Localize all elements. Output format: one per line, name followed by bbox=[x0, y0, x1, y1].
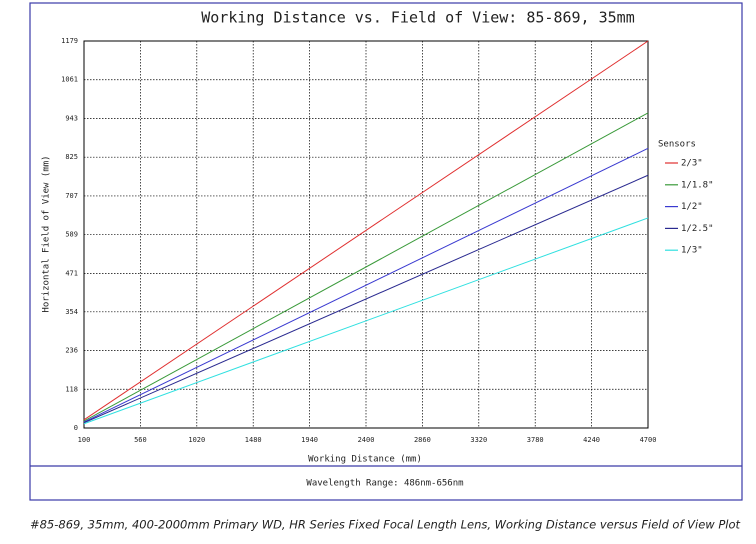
caption: #85-869, 35mm, 400-2000mm Primary WD, HR… bbox=[30, 518, 741, 532]
x-tick-label: 2400 bbox=[358, 436, 375, 444]
y-tick-label: 1061 bbox=[61, 76, 78, 84]
series-line bbox=[83, 174, 649, 424]
x-tick-label: 1480 bbox=[245, 436, 262, 444]
y-tick-label: 943 bbox=[65, 114, 78, 122]
y-tick-label: 471 bbox=[65, 269, 78, 277]
y-tick-label: 589 bbox=[65, 231, 78, 239]
chart-title: Working Distance vs. Field of View: 85-8… bbox=[201, 9, 634, 27]
legend-label: 2/3" bbox=[681, 159, 703, 169]
series-line bbox=[83, 217, 649, 425]
series-line bbox=[83, 40, 649, 421]
y-tick-label: 354 bbox=[65, 308, 78, 316]
legend-title: Sensors bbox=[658, 140, 696, 150]
x-tick-label: 100 bbox=[78, 436, 91, 444]
legend-label: 1/2" bbox=[681, 202, 703, 212]
legend-label: 1/2.5" bbox=[681, 224, 714, 234]
annotation: Wavelength Range: 486nm-656nm bbox=[306, 479, 463, 489]
frame bbox=[29, 2, 743, 501]
plot-border bbox=[83, 40, 649, 429]
x-tick-label: 1020 bbox=[188, 436, 205, 444]
x-tick-label: 3780 bbox=[527, 436, 544, 444]
x-tick-label: 4240 bbox=[583, 436, 600, 444]
series-line bbox=[83, 112, 649, 422]
y-tick-label: 0 bbox=[74, 424, 78, 432]
x-tick-label: 3320 bbox=[470, 436, 487, 444]
x-tick-label: 1940 bbox=[301, 436, 318, 444]
legend-label: 1/3" bbox=[681, 246, 703, 256]
x-axis-label: Working Distance (mm) bbox=[308, 455, 422, 465]
y-tick-label: 118 bbox=[65, 385, 78, 393]
x-tick-label: 4700 bbox=[640, 436, 657, 444]
y-tick-label: 1179 bbox=[61, 37, 78, 45]
y-tick-label: 236 bbox=[65, 347, 78, 355]
y-tick-label: 825 bbox=[65, 153, 78, 161]
series-line bbox=[83, 147, 649, 423]
y-axis-label: Horizontal Field of View (mm) bbox=[42, 155, 52, 312]
y-tick-label: 707 bbox=[65, 192, 78, 200]
x-tick-label: 560 bbox=[134, 436, 147, 444]
x-tick-label: 2860 bbox=[414, 436, 431, 444]
legend-label: 1/1.8" bbox=[681, 180, 714, 190]
